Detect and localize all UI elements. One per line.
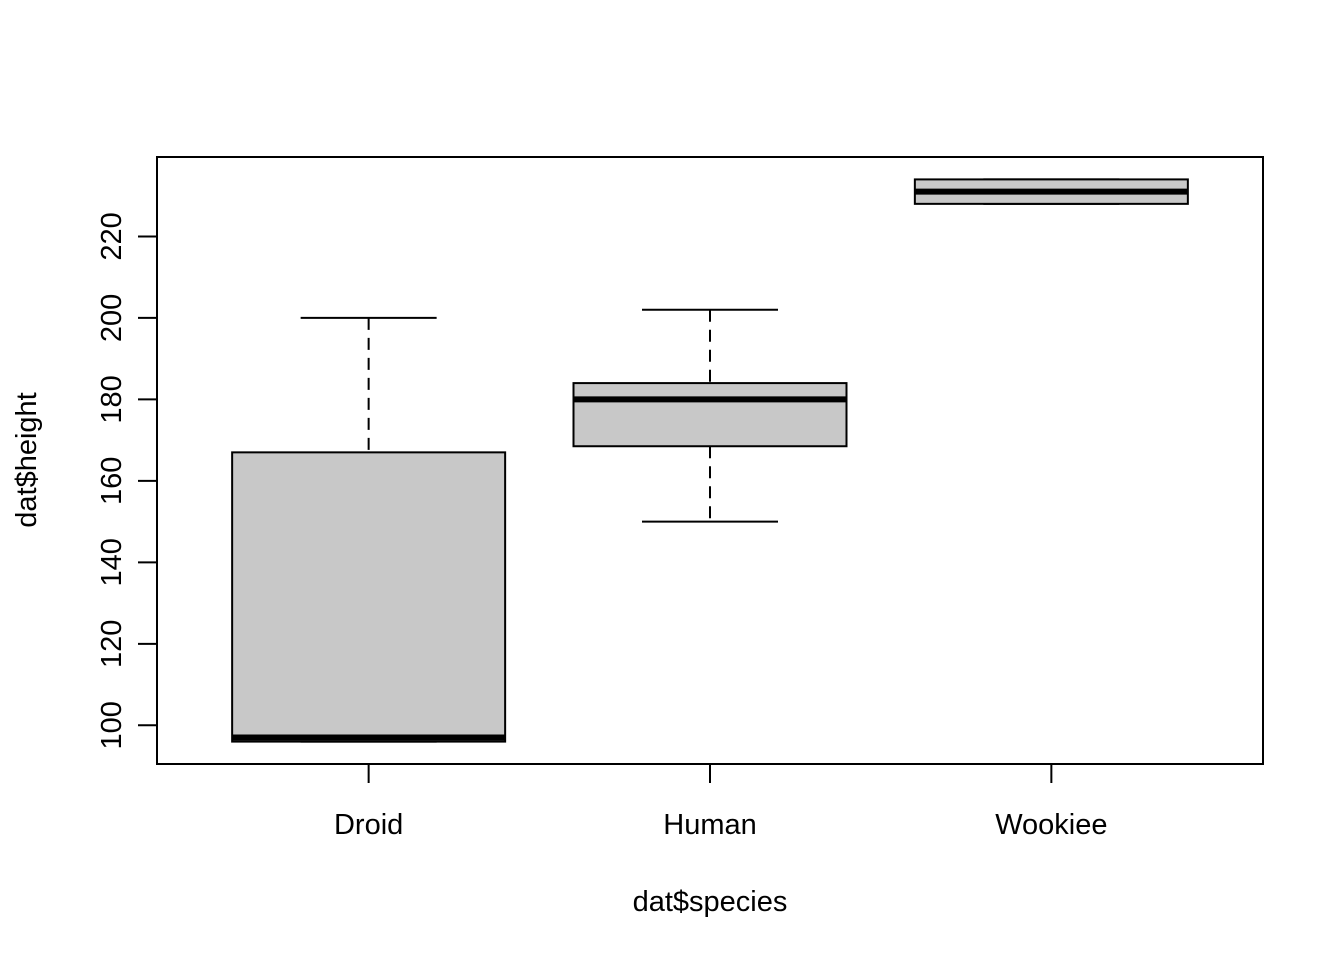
y-tick-label-100: 100 <box>96 701 128 749</box>
y-tick-label-160: 160 <box>96 457 128 505</box>
x-tick-label-wookiee: Wookiee <box>995 809 1107 841</box>
box-human <box>572 308 848 523</box>
box-iqr <box>231 451 507 743</box>
box-iqr <box>572 382 848 448</box>
y-tick-label-200: 200 <box>96 294 128 342</box>
box-droid <box>231 316 507 743</box>
box-wookiee <box>913 178 1189 205</box>
x-axis-label: dat$species <box>633 886 788 918</box>
y-axis: 100 120 140 160 180 200 220 <box>96 212 158 749</box>
y-axis-label: dat$height <box>11 392 43 527</box>
y-tick-label-120: 120 <box>96 620 128 668</box>
y-tick-label-140: 140 <box>96 538 128 586</box>
boxplot-marks <box>231 178 1189 743</box>
x-tick-label-droid: Droid <box>334 809 403 841</box>
x-tick-label-human: Human <box>663 809 757 841</box>
x-axis: Droid Human Wookiee <box>334 763 1108 841</box>
y-tick-label-220: 220 <box>96 212 128 260</box>
y-tick-label-180: 180 <box>96 375 128 423</box>
